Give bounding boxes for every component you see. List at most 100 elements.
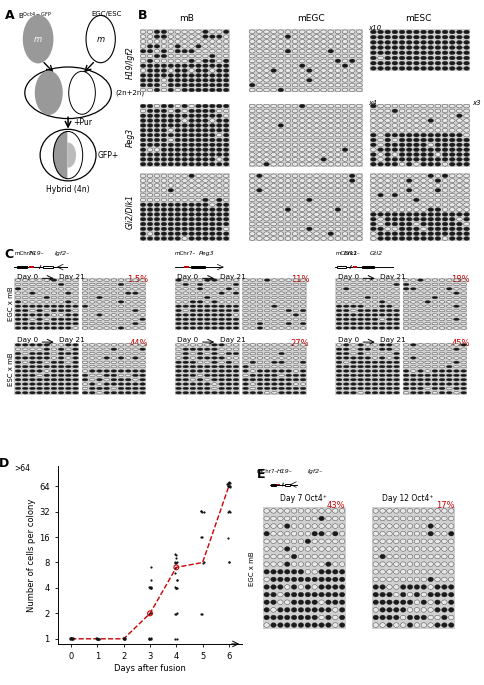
Circle shape [461, 323, 467, 325]
Circle shape [133, 352, 138, 355]
Circle shape [321, 114, 327, 118]
Circle shape [392, 66, 398, 71]
Circle shape [73, 370, 78, 372]
Circle shape [435, 593, 440, 597]
Circle shape [73, 323, 78, 325]
Circle shape [326, 608, 331, 612]
Circle shape [385, 104, 391, 108]
Circle shape [435, 227, 441, 231]
Circle shape [285, 104, 291, 108]
Circle shape [403, 323, 409, 325]
Circle shape [183, 374, 189, 377]
Circle shape [182, 198, 187, 201]
Circle shape [446, 374, 452, 377]
Circle shape [65, 374, 71, 377]
Circle shape [461, 365, 467, 368]
Circle shape [350, 310, 356, 312]
Circle shape [358, 378, 363, 381]
Circle shape [387, 554, 392, 559]
Circle shape [161, 84, 166, 87]
Circle shape [233, 374, 239, 377]
Circle shape [371, 217, 376, 221]
Circle shape [385, 46, 391, 49]
Circle shape [250, 314, 256, 316]
Circle shape [321, 35, 327, 38]
Circle shape [342, 104, 348, 108]
Circle shape [379, 327, 385, 329]
Circle shape [321, 217, 327, 221]
Circle shape [65, 323, 71, 325]
Circle shape [314, 134, 319, 137]
Circle shape [182, 129, 187, 132]
Point [121, 633, 128, 644]
Circle shape [421, 193, 426, 197]
Circle shape [314, 158, 319, 161]
Point [225, 477, 232, 488]
Circle shape [312, 532, 318, 536]
Circle shape [336, 310, 342, 312]
Circle shape [210, 49, 215, 53]
Point [173, 575, 181, 586]
Circle shape [393, 562, 399, 566]
Circle shape [300, 78, 305, 82]
Circle shape [147, 217, 153, 221]
Circle shape [335, 104, 341, 108]
Circle shape [349, 138, 355, 142]
Circle shape [342, 153, 348, 156]
Circle shape [343, 378, 349, 381]
Bar [370, 103, 470, 166]
Circle shape [216, 158, 222, 161]
Circle shape [15, 348, 21, 351]
Circle shape [400, 562, 406, 566]
Circle shape [461, 392, 467, 394]
Circle shape [312, 577, 318, 582]
Circle shape [399, 119, 405, 123]
Circle shape [410, 357, 416, 359]
Circle shape [140, 288, 146, 290]
Circle shape [210, 232, 215, 236]
Circle shape [51, 387, 57, 390]
Circle shape [154, 198, 160, 201]
Circle shape [385, 148, 391, 151]
Circle shape [104, 357, 109, 359]
Circle shape [97, 292, 102, 295]
Circle shape [37, 348, 43, 351]
Circle shape [321, 158, 327, 161]
Circle shape [58, 378, 64, 381]
Circle shape [298, 532, 303, 536]
Circle shape [385, 119, 391, 123]
Circle shape [203, 212, 208, 216]
Circle shape [204, 327, 210, 329]
Circle shape [226, 283, 232, 286]
Circle shape [203, 232, 208, 236]
Circle shape [189, 73, 195, 77]
Circle shape [264, 158, 270, 161]
Circle shape [446, 344, 452, 346]
Circle shape [140, 68, 146, 73]
Circle shape [335, 198, 341, 202]
Circle shape [90, 297, 95, 299]
Circle shape [97, 374, 102, 377]
Circle shape [464, 119, 469, 123]
Circle shape [37, 283, 43, 286]
Circle shape [414, 547, 420, 551]
Circle shape [286, 357, 292, 359]
Circle shape [285, 123, 291, 127]
Circle shape [428, 217, 434, 221]
Circle shape [278, 84, 284, 87]
X-axis label: Days after fusion: Days after fusion [114, 664, 186, 673]
Circle shape [393, 348, 399, 351]
Circle shape [335, 208, 341, 212]
Circle shape [292, 109, 298, 113]
Circle shape [328, 134, 333, 137]
Circle shape [243, 279, 248, 282]
Circle shape [271, 236, 276, 240]
Circle shape [410, 279, 416, 282]
Circle shape [439, 288, 445, 290]
Circle shape [319, 593, 324, 597]
Circle shape [249, 217, 255, 221]
Circle shape [125, 378, 131, 381]
Circle shape [428, 62, 434, 65]
Circle shape [203, 179, 208, 182]
Circle shape [393, 378, 399, 381]
